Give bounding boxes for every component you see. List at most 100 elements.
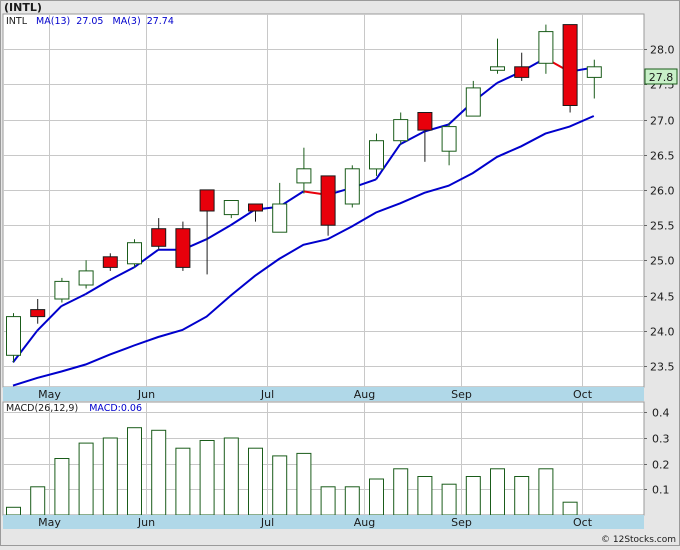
macd-bar	[562, 501, 578, 516]
ma3-line-segment	[206, 224, 232, 241]
macd-x-tick-label: Jul	[260, 516, 274, 529]
candle-body	[272, 203, 288, 233]
price-y-tick-label: 26.0	[650, 185, 675, 198]
macd-x-tick-label: Sep	[451, 516, 472, 529]
last-price-label: 27.8	[649, 71, 674, 84]
macd-x-tick-label: Aug	[354, 516, 375, 529]
ma3-line-segment	[12, 330, 38, 364]
candle-body	[490, 66, 505, 71]
macd-x-tick-label: Oct	[573, 516, 593, 529]
price-y-tick-label: 28.0	[650, 44, 675, 57]
candle-body	[30, 309, 46, 318]
price-y-tick-label: 24.0	[650, 326, 675, 339]
candle-body	[586, 66, 602, 78]
ma3-line-segment	[133, 248, 159, 269]
ma3-line-segment	[399, 130, 425, 146]
price-y-tick-label: 27.0	[650, 115, 675, 128]
ma13-line	[12, 115, 595, 387]
macd-bar	[514, 476, 530, 516]
price-x-axis-band	[3, 387, 644, 401]
candle-body	[417, 112, 433, 131]
macd-bar	[538, 468, 554, 516]
candle-body	[78, 270, 94, 286]
macd-bar	[417, 476, 433, 516]
candle-body	[369, 140, 384, 170]
candle-body	[127, 242, 142, 265]
watermark: © 12Stocks.com	[601, 535, 676, 545]
candle-body	[441, 126, 457, 152]
candle-body	[538, 31, 554, 64]
candle-body	[248, 203, 263, 212]
macd-bar	[272, 455, 288, 516]
macd-legend-label: MACD(26,12,9)	[6, 403, 78, 414]
macd-bar	[175, 447, 191, 516]
legend-ma3-value: 27.74	[147, 16, 174, 27]
last-price-tag	[644, 68, 678, 85]
macd-x-axis-band	[3, 515, 644, 529]
ma3-line-segment	[85, 279, 111, 295]
ma3-line-segment	[109, 266, 135, 281]
price-legend: INTL MA(13) 27.05 MA(3) 27.74	[6, 16, 174, 27]
price-y-tick-label: 23.5	[650, 361, 675, 374]
price-x-tick-label: Sep	[451, 388, 472, 401]
macd-bar	[441, 483, 457, 516]
legend-symbol: INTL	[6, 16, 28, 27]
candle-body	[393, 119, 409, 142]
price-x-tick-label: Jun	[137, 388, 155, 401]
macd-bar	[344, 486, 360, 516]
price-x-tick-label: Oct	[573, 388, 593, 401]
macd-legend-value: MACD:0.06	[89, 403, 142, 414]
candle-body	[320, 175, 336, 226]
macd-y-axis: 0.1 0.2 0.3 0.4	[644, 407, 670, 497]
ma3-line-segment	[36, 305, 63, 332]
macd-bar	[30, 486, 46, 516]
candle-body	[465, 87, 481, 117]
legend-ma13-value: 27.05	[76, 16, 103, 27]
candle-body	[223, 200, 239, 216]
macd-y-tick-label: 0.4	[652, 407, 670, 420]
ma3-line-segment	[60, 293, 87, 307]
macd-x-axis: May Jun Jul Aug Sep Oct	[38, 516, 593, 529]
macd-bar	[296, 452, 312, 516]
macd-bar	[320, 486, 336, 516]
macd-bar	[54, 458, 70, 516]
price-y-tick-label: 24.5	[650, 291, 675, 304]
legend-ma13-label: MA(13)	[36, 16, 70, 27]
chart-title: (INTL)	[4, 1, 42, 14]
macd-bar	[6, 506, 21, 516]
macd-bar	[151, 429, 167, 516]
price-y-tick-label: 25.0	[650, 255, 675, 268]
ma3-line-segment	[375, 143, 402, 180]
macd-y-tick-label: 0.1	[652, 484, 670, 497]
macd-bar	[223, 437, 239, 516]
macd-bar	[127, 427, 142, 516]
macd-y-tick-label: 0.2	[652, 459, 670, 472]
macd-x-tick-label: May	[38, 516, 61, 529]
price-x-tick-label: Aug	[354, 388, 375, 401]
macd-y-tick-label: 0.3	[652, 433, 670, 446]
candle-body	[151, 228, 167, 247]
macd-bar	[393, 468, 409, 516]
price-x-axis: May Jun Jul Aug Sep Oct	[38, 388, 593, 401]
macd-bar	[102, 437, 118, 516]
macd-bar	[78, 442, 94, 516]
macd-x-tick-label: Jun	[137, 516, 155, 529]
candle-body	[6, 316, 21, 356]
price-x-tick-label: Jul	[260, 388, 274, 401]
candle-body	[54, 280, 70, 300]
price-x-tick-label: May	[38, 388, 61, 401]
candle-body	[562, 24, 578, 107]
price-marks	[6, 24, 602, 387]
ma3-line-segment	[230, 208, 256, 226]
candle-body	[175, 228, 191, 268]
price-y-tick-label: 26.5	[650, 150, 675, 163]
price-gridlines	[3, 14, 644, 387]
macd-bar	[465, 476, 481, 516]
macd-legend: MACD(26,12,9) MACD:0.06	[6, 403, 142, 414]
macd-bar	[369, 478, 384, 516]
price-y-tick-label: 25.5	[650, 220, 675, 233]
macd-bar	[490, 468, 505, 516]
legend-ma3-label: MA(3)	[113, 16, 141, 27]
